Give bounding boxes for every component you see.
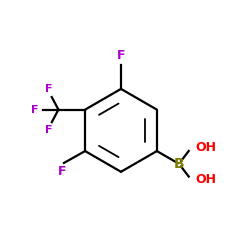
Text: F: F	[58, 165, 67, 178]
Text: F: F	[45, 125, 53, 135]
Text: B: B	[174, 157, 184, 171]
Text: F: F	[117, 49, 125, 62]
Text: OH: OH	[195, 141, 216, 154]
Text: F: F	[45, 84, 53, 94]
Text: OH: OH	[195, 173, 216, 186]
Text: F: F	[32, 105, 39, 115]
